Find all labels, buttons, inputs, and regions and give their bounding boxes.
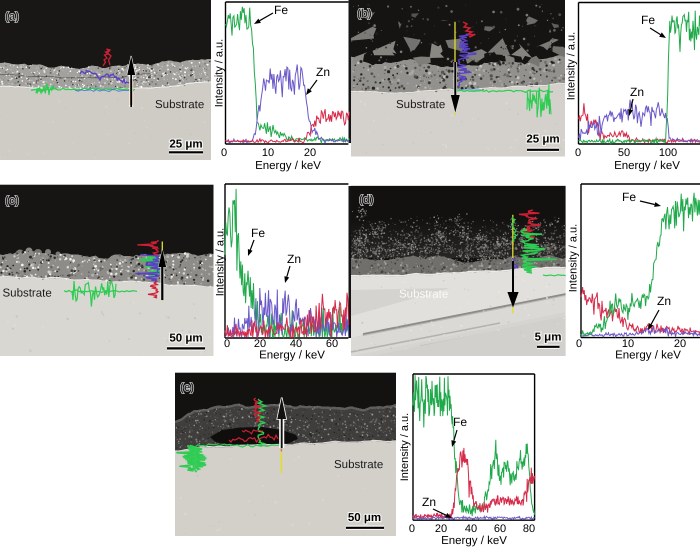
svg-text:25 μm: 25 μm [526, 133, 559, 145]
svg-text:Substrate: Substrate [2, 288, 51, 300]
svg-text:(c): (c) [5, 195, 19, 207]
svg-text:50 μm: 50 μm [169, 332, 202, 344]
svg-text:(b): (b) [357, 8, 372, 20]
svg-text:Substrate: Substrate [399, 289, 448, 301]
svg-text:(d): (d) [359, 194, 374, 206]
svg-text:(a): (a) [5, 11, 19, 23]
svg-text:Substrate: Substrate [396, 99, 445, 111]
svg-text:5 μm: 5 μm [535, 331, 562, 343]
svg-text:25 μm: 25 μm [169, 138, 202, 150]
svg-text:Substrate: Substrate [155, 99, 204, 111]
